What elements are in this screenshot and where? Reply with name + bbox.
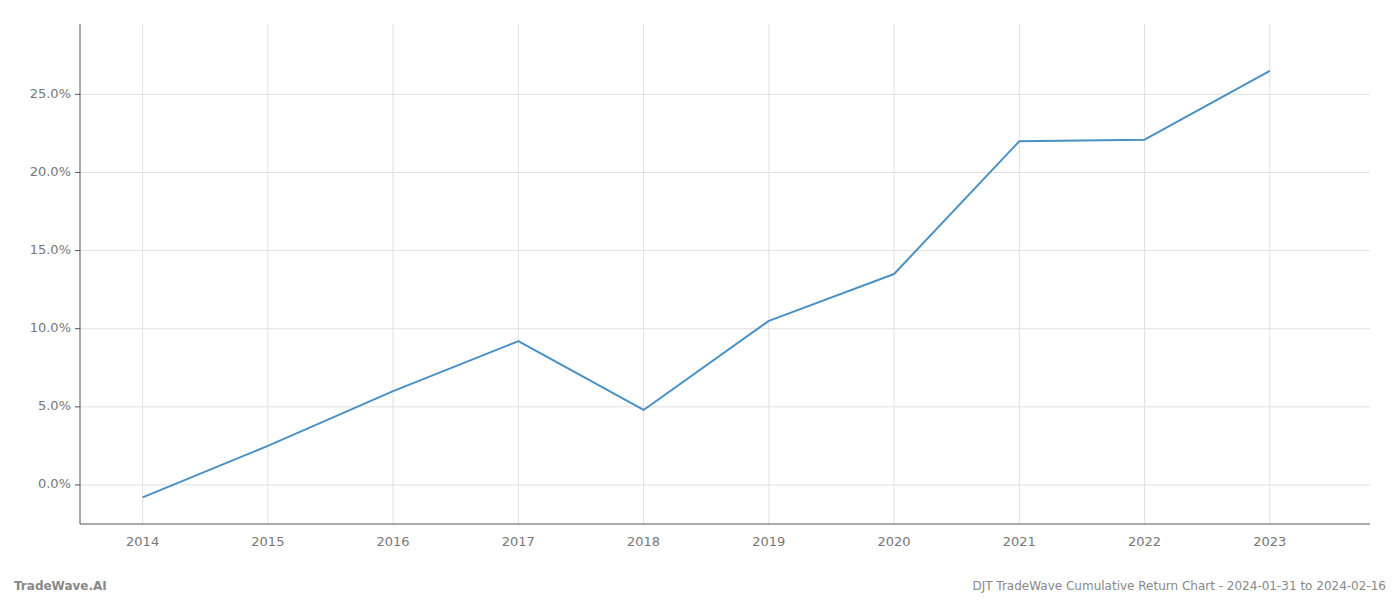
grid-line-y — [80, 484, 1370, 485]
y-tick-label: 5.0% — [38, 398, 71, 413]
chart-container: 0.0% 5.0% 10.0% 15.0% 20.0% 25.0% 2014 2015 2016… — [0, 0, 1400, 600]
grid-line-x — [393, 24, 394, 524]
footer-left: TradeWave.AI — [14, 579, 107, 593]
y-tick — [75, 172, 80, 173]
grid — [80, 24, 1370, 524]
y-axis-line — [80, 24, 81, 524]
grid-line-y — [80, 94, 1370, 95]
x-tick-label: 2016 — [377, 534, 410, 549]
grid-line-y — [80, 328, 1370, 329]
grid-line-y — [80, 250, 1370, 251]
grid-line-x — [1269, 24, 1270, 524]
x-tick-label: 2019 — [752, 534, 785, 549]
y-tick — [75, 250, 80, 251]
x-tick-label: 2017 — [502, 534, 535, 549]
y-tick-label: 15.0% — [30, 242, 71, 257]
plot-area — [143, 71, 1270, 498]
x-tick-label: 2020 — [878, 534, 911, 549]
y-tick — [75, 328, 80, 329]
x-axis-line — [80, 524, 1370, 525]
data-line — [143, 71, 1270, 498]
x-tick-label: 2023 — [1253, 534, 1286, 549]
grid-line-x — [518, 24, 519, 524]
axes: 0.0% 5.0% 10.0% 15.0% 20.0% 25.0% 2014 2015 2016… — [30, 24, 1370, 549]
y-tick-label: 0.0% — [38, 476, 71, 491]
chart-svg: 0.0% 5.0% 10.0% 15.0% 20.0% 25.0% 2014 2015 2016… — [0, 0, 1400, 600]
grid-line-x — [142, 24, 143, 524]
x-tick-label: 2022 — [1128, 534, 1161, 549]
x-tick-label: 2015 — [251, 534, 284, 549]
grid-line-y — [80, 172, 1370, 173]
footer-right: DJT TradeWave Cumulative Return Chart - … — [972, 579, 1386, 593]
y-tick — [75, 484, 80, 485]
grid-line-x — [1144, 24, 1145, 524]
x-tick-label: 2014 — [126, 534, 159, 549]
grid-line-x — [267, 24, 268, 524]
y-tick — [75, 406, 80, 407]
y-tick-label: 10.0% — [30, 320, 71, 335]
grid-line-y — [80, 406, 1370, 407]
grid-line-x — [768, 24, 769, 524]
x-tick-label: 2021 — [1003, 534, 1036, 549]
grid-line-x — [643, 24, 644, 524]
grid-line-x — [1019, 24, 1020, 524]
y-tick — [75, 94, 80, 95]
y-tick-label: 20.0% — [30, 164, 71, 179]
x-tick-label: 2018 — [627, 534, 660, 549]
y-tick-label: 25.0% — [30, 86, 71, 101]
